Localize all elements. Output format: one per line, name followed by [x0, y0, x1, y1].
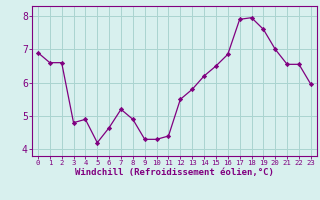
X-axis label: Windchill (Refroidissement éolien,°C): Windchill (Refroidissement éolien,°C)	[75, 168, 274, 177]
